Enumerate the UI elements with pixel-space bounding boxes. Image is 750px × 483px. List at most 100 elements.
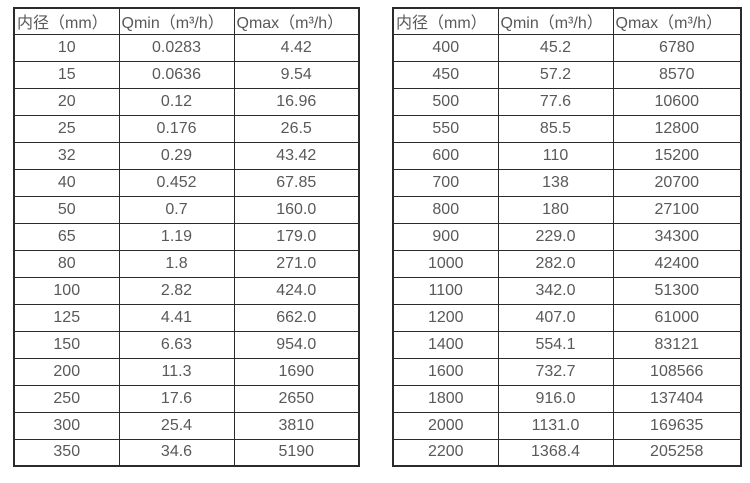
table-cell: 1200	[392, 303, 499, 332]
table-row: 1200 407.0 61000	[392, 303, 742, 332]
table-cell: 200	[13, 357, 120, 386]
table-cell: 169635	[612, 411, 742, 440]
table-cell: 150	[13, 330, 120, 359]
table-cell: 67.85	[233, 168, 360, 197]
table-row: 25 0.176 26.5	[13, 114, 360, 143]
table-cell: 34300	[612, 222, 742, 251]
header-qmin: Qmin（m³/h）	[118, 7, 235, 35]
table-cell: 0.29	[118, 141, 235, 170]
table-row: 1600 732.7 108566	[392, 357, 742, 386]
table-row: 400 45.2 6780	[392, 33, 742, 62]
table-cell: 2200	[392, 438, 499, 467]
table-cell: 0.0283	[118, 33, 235, 62]
table-cell: 350	[13, 438, 120, 467]
table-cell: 125	[13, 303, 120, 332]
table-cell: 85.5	[497, 114, 614, 143]
table-cell: 271.0	[233, 249, 360, 278]
table-cell: 9.54	[233, 60, 360, 89]
table-cell: 57.2	[497, 60, 614, 89]
table-cell: 2650	[233, 384, 360, 413]
table-cell: 83121	[612, 330, 742, 359]
flow-table-left: 内径（mm） Qmin（m³/h） Qmax（m³/h） 10 0.0283 4.4…	[13, 7, 360, 467]
table-cell: 160.0	[233, 195, 360, 224]
table-cell: 32	[13, 141, 120, 170]
table-cell: 42400	[612, 249, 742, 278]
table-cell: 1.8	[118, 249, 235, 278]
table-row: 80 1.8 271.0	[13, 249, 360, 278]
table-cell: 61000	[612, 303, 742, 332]
table-row: 20 0.12 16.96	[13, 87, 360, 116]
table-cell: 15200	[612, 141, 742, 170]
table-cell: 1800	[392, 384, 499, 413]
flow-table-right: 内径（mm） Qmin（m³/h） Qmax（m³/h） 400 45.2 6780…	[392, 7, 742, 467]
table-cell: 100	[13, 276, 120, 305]
table-cell: 15	[13, 60, 120, 89]
table-cell: 0.176	[118, 114, 235, 143]
table-header-row: 内径（mm） Qmin（m³/h） Qmax（m³/h）	[13, 7, 360, 35]
table-cell: 138	[497, 168, 614, 197]
table-row: 450 57.2 8570	[392, 60, 742, 89]
table-row: 40 0.452 67.85	[13, 168, 360, 197]
table-cell: 229.0	[497, 222, 614, 251]
table-cell: 180	[497, 195, 614, 224]
table-row: 1000 282.0 42400	[392, 249, 742, 278]
table-row: 2000 1131.0 169635	[392, 411, 742, 440]
table-row: 600 110 15200	[392, 141, 742, 170]
table-row: 150 6.63 954.0	[13, 330, 360, 359]
table-cell: 1000	[392, 249, 499, 278]
table-cell: 179.0	[233, 222, 360, 251]
table-cell: 0.0636	[118, 60, 235, 89]
table-cell: 5190	[233, 438, 360, 467]
table-cell: 80	[13, 249, 120, 278]
header-inner-diameter: 内径（mm）	[13, 7, 120, 35]
header-qmin: Qmin（m³/h）	[497, 7, 614, 35]
table-cell: 205258	[612, 438, 742, 467]
table-cell: 4.42	[233, 33, 360, 62]
table-cell: 916.0	[497, 384, 614, 413]
table-cell: 1100	[392, 276, 499, 305]
table-row: 300 25.4 3810	[13, 411, 360, 440]
table-cell: 43.42	[233, 141, 360, 170]
table-cell: 1131.0	[497, 411, 614, 440]
table-cell: 108566	[612, 357, 742, 386]
table-cell: 34.6	[118, 438, 235, 467]
table-cell: 800	[392, 195, 499, 224]
table-cell: 10	[13, 33, 120, 62]
table-cell: 554.1	[497, 330, 614, 359]
table-cell: 424.0	[233, 276, 360, 305]
table-cell: 900	[392, 222, 499, 251]
table-cell: 51300	[612, 276, 742, 305]
table-cell: 6780	[612, 33, 742, 62]
table-cell: 500	[392, 87, 499, 116]
header-qmax: Qmax（m³/h）	[233, 7, 360, 35]
table-cell: 16.96	[233, 87, 360, 116]
table-row: 1800 916.0 137404	[392, 384, 742, 413]
table-cell: 282.0	[497, 249, 614, 278]
table-row: 100 2.82 424.0	[13, 276, 360, 305]
table-row: 700 138 20700	[392, 168, 742, 197]
table-cell: 662.0	[233, 303, 360, 332]
table-cell: 45.2	[497, 33, 614, 62]
table-row: 550 85.5 12800	[392, 114, 742, 143]
table-row: 800 180 27100	[392, 195, 742, 224]
table-cell: 27100	[612, 195, 742, 224]
table-row: 32 0.29 43.42	[13, 141, 360, 170]
table-row: 15 0.0636 9.54	[13, 60, 360, 89]
flow-tables-container: 内径（mm） Qmin（m³/h） Qmax（m³/h） 10 0.0283 4.4…	[13, 7, 742, 467]
table-cell: 3810	[233, 411, 360, 440]
table-cell: 77.6	[497, 87, 614, 116]
table-cell: 4.41	[118, 303, 235, 332]
table-body: 10 0.0283 4.42 15 0.0636 9.54 20 0.12 16.96 25 0.1…	[13, 33, 360, 467]
table-cell: 0.452	[118, 168, 235, 197]
table-cell: 17.6	[118, 384, 235, 413]
table-cell: 8570	[612, 60, 742, 89]
table-row: 65 1.19 179.0	[13, 222, 360, 251]
table-row: 200 11.3 1690	[13, 357, 360, 386]
table-cell: 25	[13, 114, 120, 143]
table-cell: 732.7	[497, 357, 614, 386]
table-cell: 954.0	[233, 330, 360, 359]
table-row: 500 77.6 10600	[392, 87, 742, 116]
table-cell: 700	[392, 168, 499, 197]
table-body: 400 45.2 6780 450 57.2 8570 500 77.6 10600 550 85.…	[392, 33, 742, 467]
table-cell: 10600	[612, 87, 742, 116]
